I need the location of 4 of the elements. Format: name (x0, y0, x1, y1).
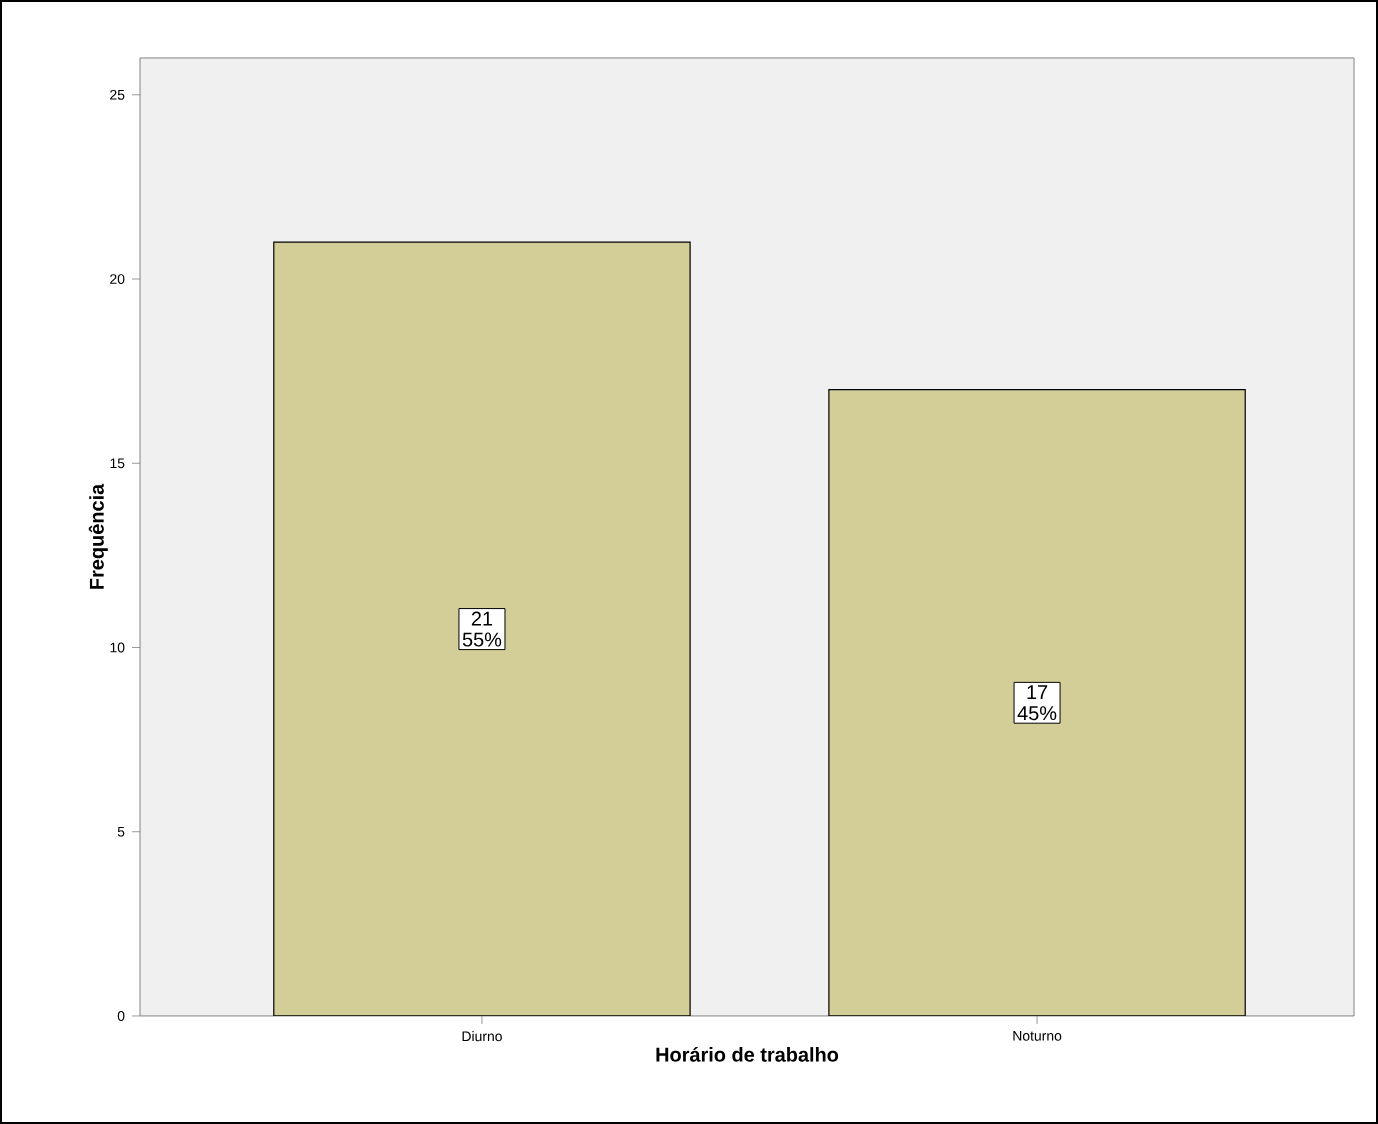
y-axis-title: Frequência (88, 483, 108, 589)
data-label: 17 45% (1017, 685, 1057, 721)
x-axis-title: Horário de trabalho (656, 1046, 839, 1062)
data-label: 21 55% (462, 611, 502, 647)
